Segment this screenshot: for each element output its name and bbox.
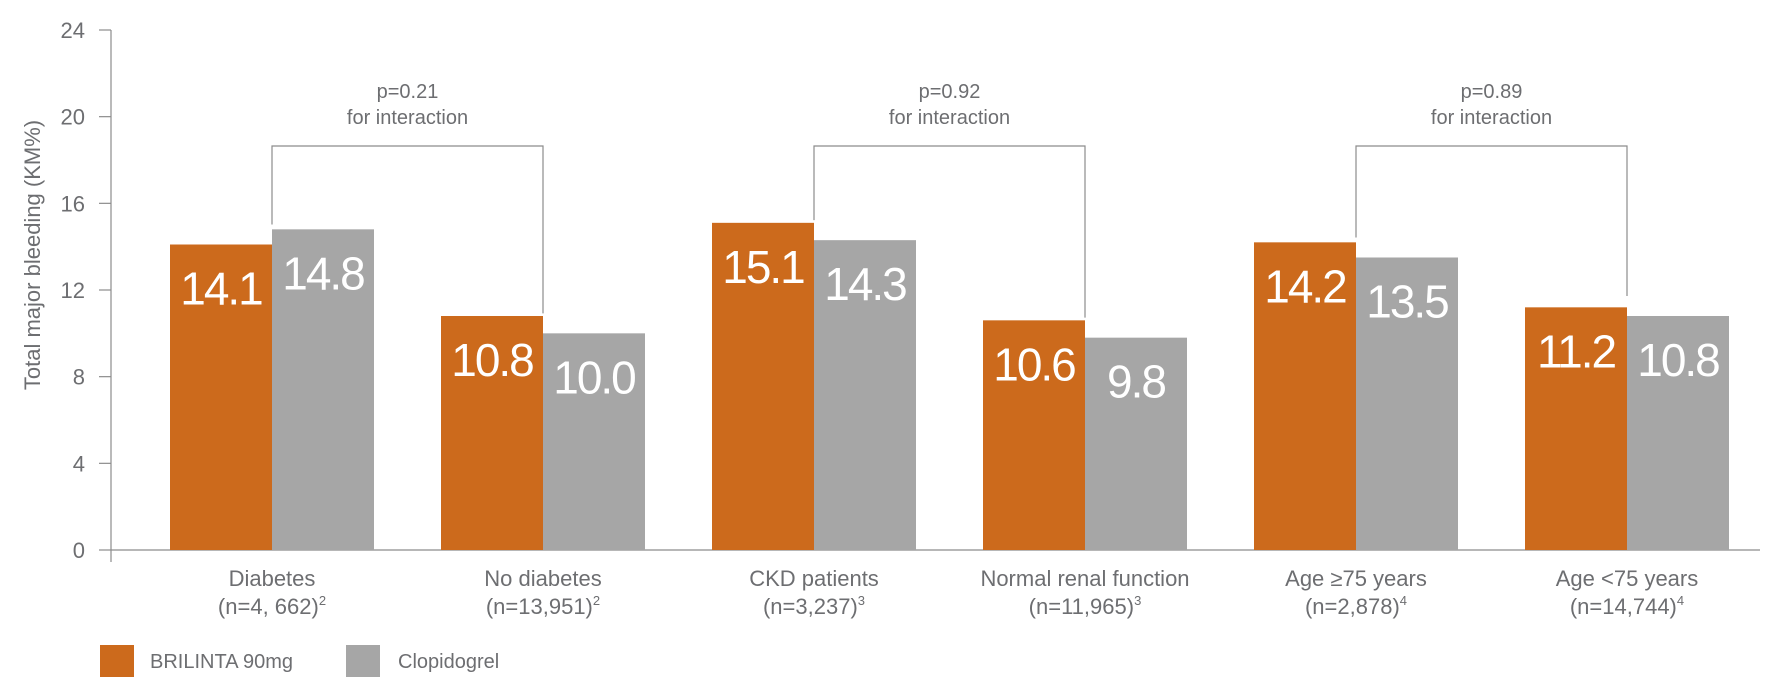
legend-label-clopidogrel: Clopidogrel bbox=[398, 651, 499, 673]
category-label: Age ≥75 years bbox=[1285, 566, 1427, 591]
bar-value-label: 10.8 bbox=[451, 334, 533, 386]
legend-label-brilinta: BRILINTA 90mg bbox=[150, 651, 293, 673]
reference-superscript: 2 bbox=[319, 593, 326, 608]
bar-value-label: 15.1 bbox=[722, 241, 804, 293]
bar-brilinta bbox=[983, 320, 1085, 550]
category-label: CKD patients bbox=[749, 566, 879, 591]
reference-superscript: 2 bbox=[593, 593, 600, 608]
category-label: Normal renal function bbox=[980, 566, 1189, 591]
category-label: Age <75 years bbox=[1556, 566, 1698, 591]
legend-swatch-brilinta bbox=[100, 645, 134, 677]
interaction-bracket bbox=[271, 145, 544, 314]
interaction-label: for interaction bbox=[347, 107, 468, 129]
reference-superscript: 3 bbox=[858, 593, 865, 608]
bar-clopidogrel bbox=[1085, 337, 1187, 550]
bar-value-label: 11.2 bbox=[1537, 325, 1616, 377]
bar-brilinta bbox=[170, 244, 272, 550]
interaction-label: for interaction bbox=[1431, 107, 1552, 129]
p-value-label: p=0.21 bbox=[377, 81, 439, 103]
category-labels: Diabetes(n=4, 662)2 No diabetes(n=13,951)… bbox=[218, 566, 1698, 619]
category-label: No diabetes bbox=[484, 566, 601, 591]
legend-swatch-clopidogrel bbox=[346, 645, 380, 677]
y-tick-label: 16 bbox=[61, 191, 85, 216]
y-tick-label: 20 bbox=[61, 105, 85, 130]
interaction-bracket bbox=[1355, 145, 1628, 296]
y-tick-label: 4 bbox=[73, 451, 85, 476]
y-axis: 0 4 8 12 16 20 24 bbox=[61, 18, 112, 563]
y-tick-label: 24 bbox=[61, 18, 85, 43]
legend: BRILINTA 90mg Clopidogrel bbox=[100, 645, 499, 677]
value-labels: 14.1 10.8 15.1 10.6 14.2 11.2 14.8 10.0 14.3 9.8 1… bbox=[180, 241, 1721, 408]
bar-brilinta bbox=[1254, 242, 1356, 551]
reference-superscript: 3 bbox=[1134, 593, 1141, 608]
category-label: Diabetes bbox=[229, 566, 316, 591]
bar-value-label: 14.3 bbox=[824, 258, 906, 310]
interaction-label: for interaction bbox=[889, 107, 1010, 129]
bar-brilinta bbox=[1525, 307, 1627, 550]
category-n-label: (n=11,965)3 bbox=[1029, 593, 1142, 619]
bar-clopidogrel bbox=[543, 333, 645, 550]
p-value-label: p=0.92 bbox=[919, 81, 981, 103]
bar-value-label: 14.8 bbox=[282, 247, 364, 299]
category-n-label: (n=2,878)4 bbox=[1305, 593, 1407, 619]
y-tick-label: 0 bbox=[73, 538, 85, 563]
reference-superscript: 4 bbox=[1400, 593, 1407, 608]
y-tick-label: 12 bbox=[61, 278, 85, 303]
bar-value-label: 10.8 bbox=[1637, 334, 1719, 386]
bar-clopidogrel bbox=[272, 229, 374, 551]
bar-value-label: 14.1 bbox=[180, 263, 262, 315]
bar-brilinta bbox=[441, 316, 543, 550]
bars bbox=[170, 222, 1729, 551]
category-n-label: (n=4, 662)2 bbox=[218, 593, 326, 619]
x-axis bbox=[110, 549, 1760, 562]
interaction-bracket bbox=[813, 145, 1086, 318]
bar-clopidogrel bbox=[814, 240, 916, 550]
bar-value-label: 14.2 bbox=[1264, 260, 1346, 312]
category-n-label: (n=14,744)4 bbox=[1570, 593, 1684, 619]
y-axis-label: Total major bleeding (KM%) bbox=[20, 120, 45, 390]
reference-superscript: 4 bbox=[1677, 593, 1684, 608]
bar-clopidogrel bbox=[1627, 316, 1729, 550]
bar-clopidogrel bbox=[1356, 257, 1458, 550]
category-n-label: (n=3,237)3 bbox=[763, 593, 865, 619]
p-value-label: p=0.89 bbox=[1461, 81, 1523, 103]
bar-value-label: 10.6 bbox=[993, 338, 1075, 390]
bar-value-label: 9.8 bbox=[1107, 356, 1165, 408]
bar-value-label: 10.0 bbox=[553, 351, 635, 403]
category-n-label: (n=13,951)2 bbox=[486, 593, 600, 619]
interaction-annotations: p=0.21 for interaction p=0.92 for interacti… bbox=[271, 81, 1628, 318]
y-tick-label: 8 bbox=[73, 365, 85, 390]
bar-value-label: 13.5 bbox=[1366, 276, 1448, 328]
bar-brilinta bbox=[712, 222, 814, 551]
